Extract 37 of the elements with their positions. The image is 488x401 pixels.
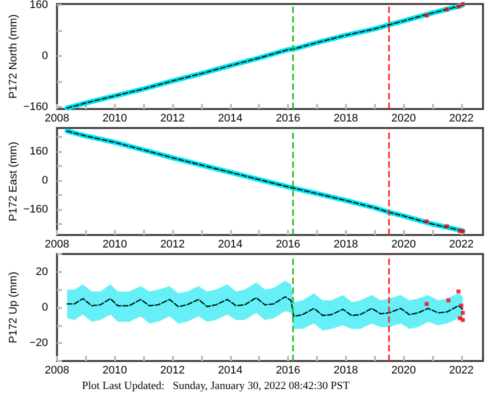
x-tick-label: 2008 — [44, 112, 70, 124]
x-tick-label: 2014 — [218, 364, 243, 376]
x-tick-label: 2020 — [391, 364, 416, 376]
x-tick-label: 2022 — [449, 238, 474, 250]
y-tick-label: −160 — [23, 204, 48, 216]
y-tick-label: 0 — [42, 50, 48, 62]
y-axis-title: P172 Up (mm) — [8, 272, 20, 344]
x-tick-label: 2014 — [218, 238, 243, 250]
y-tick-label: 0 — [42, 302, 48, 314]
text: Plot Last Updated: Sunday, January 30, 2022 08:42:30 PST — [81, 380, 351, 392]
x-tick-label: 2022 — [449, 364, 474, 376]
x-tick-label: 2016 — [276, 112, 300, 124]
x-tick-label: 2008 — [44, 238, 70, 250]
x-tick-label: 2010 — [102, 112, 128, 124]
y-tick-label: −20 — [29, 337, 48, 350]
y-tick-label: 160 — [30, 0, 48, 11]
x-tick-label: 2012 — [160, 238, 185, 250]
x-tick-label: 2008 — [44, 364, 70, 376]
x-tick-label: 2016 — [276, 238, 300, 250]
y-tick-label: −160 — [23, 101, 48, 114]
y-tick-label: 160 — [30, 145, 48, 158]
x-tick-label: 2010 — [102, 238, 128, 250]
x-tick-label: 2020 — [391, 238, 416, 250]
y-axis-title: P172 North (mm) — [8, 14, 20, 99]
x-tick-label: 2012 — [160, 112, 185, 124]
x-tick-label: 2010 — [102, 364, 128, 376]
x-tick-label: 2018 — [334, 112, 358, 124]
x-tick-label: 2012 — [160, 364, 185, 376]
y-tick-label: 0 — [42, 174, 48, 186]
x-tick-label: 2022 — [449, 112, 474, 124]
x-tick-label: 2020 — [391, 112, 416, 124]
y-axis-title: P172 East (mm) — [8, 142, 20, 222]
x-tick-label: 2018 — [334, 364, 358, 376]
x-tick-label: 2014 — [218, 112, 243, 124]
x-tick-label: 2016 — [276, 364, 300, 376]
x-tick-label: 2018 — [334, 238, 358, 250]
y-tick-label: 20 — [36, 266, 48, 278]
